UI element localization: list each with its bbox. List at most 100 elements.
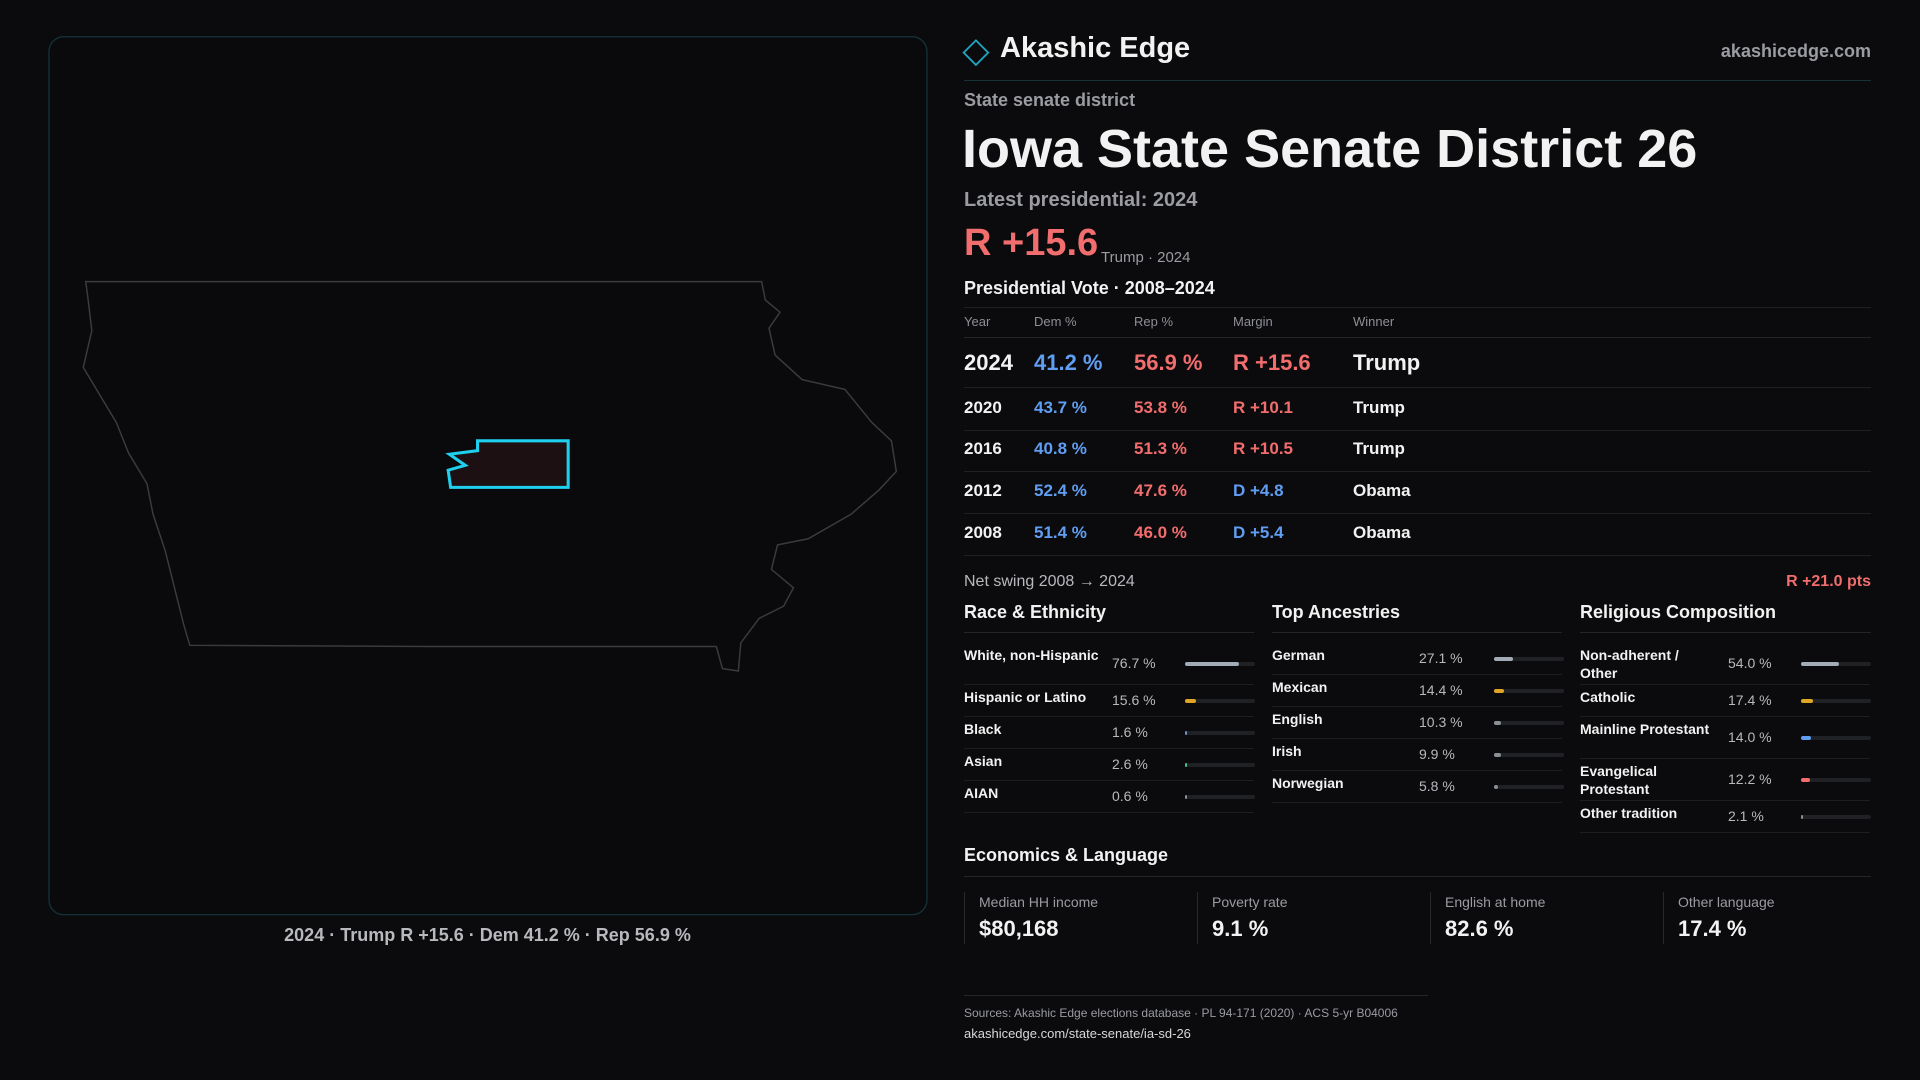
- row-rule: [964, 716, 1254, 717]
- table-cell: 2020: [964, 398, 1002, 417]
- header-rule: [964, 80, 1871, 81]
- row-value: 27.1 %: [1419, 650, 1463, 666]
- row-rule: [1580, 832, 1870, 833]
- bar: [1801, 778, 1810, 782]
- table-cell: 52.4 %: [1034, 481, 1087, 500]
- row-value: 76.7 %: [1112, 655, 1156, 671]
- bar-track: [1185, 731, 1255, 735]
- row-value: 54.0 %: [1728, 655, 1772, 671]
- swing-value: R +21.0 pts: [1786, 573, 1871, 590]
- table-cell: R +15.6: [1233, 350, 1311, 375]
- card-border: [1197, 892, 1198, 944]
- bar: [1494, 657, 1513, 661]
- card-value: $80,168: [979, 916, 1059, 941]
- table-rule: [964, 430, 1871, 431]
- bar: [1801, 699, 1814, 703]
- table-cell: 41.2 %: [1034, 350, 1103, 375]
- kicker: State senate district: [964, 90, 1136, 110]
- row-value: 17.4 %: [1728, 692, 1772, 708]
- row-rule: [1580, 716, 1870, 717]
- bar: [1185, 795, 1187, 799]
- latest: Latest presidential: 2024: [964, 189, 1198, 211]
- row-rule: [1580, 684, 1870, 685]
- bar: [1494, 753, 1501, 757]
- bar: [1185, 731, 1187, 735]
- table-cell: 2012: [964, 481, 1002, 500]
- bar: [1801, 815, 1803, 819]
- row-label: Catholic: [1580, 689, 1636, 705]
- column-header: Rep %: [1134, 314, 1174, 329]
- margin-note: Trump · 2024: [1101, 249, 1191, 266]
- section-title: Religious Composition: [1580, 602, 1776, 622]
- row-rule: [964, 780, 1254, 781]
- table-cell: 51.3 %: [1134, 439, 1187, 458]
- row-value: 12.2 %: [1728, 771, 1772, 787]
- table-cell: 2024: [964, 350, 1013, 375]
- table-cell: 46.0 %: [1134, 523, 1187, 542]
- row-rule: [1272, 770, 1562, 771]
- card-value: 17.4 %: [1678, 916, 1747, 941]
- table-rule: [964, 337, 1871, 338]
- table-cell: 2016: [964, 439, 1002, 458]
- row-value: 14.0 %: [1728, 729, 1772, 745]
- section-title: Economics & Language: [964, 845, 1169, 865]
- bar: [1494, 721, 1502, 725]
- headline-margin: R +15.6: [964, 222, 1099, 264]
- card-value: 9.1 %: [1212, 916, 1269, 941]
- table-cell: 53.8 %: [1134, 398, 1187, 417]
- card-label: Poverty rate: [1212, 894, 1288, 910]
- section-rule: [964, 876, 1871, 877]
- table-rule: [964, 471, 1871, 472]
- bar: [1494, 785, 1499, 789]
- card-label: English at home: [1445, 894, 1546, 910]
- row-value: 15.6 %: [1112, 692, 1156, 708]
- bar: [1185, 763, 1187, 767]
- column-header: Margin: [1233, 314, 1273, 329]
- swing-label: Net swing 2008 → 2024: [964, 573, 1135, 590]
- bar-track: [1801, 815, 1871, 819]
- row-label: Evangelical Protestant: [1580, 763, 1658, 797]
- table-cell: 51.4 %: [1034, 523, 1087, 542]
- footer-sources: Sources: Akashic Edge elections database…: [964, 1006, 1398, 1020]
- row-label: Mainline Protestant: [1580, 721, 1710, 737]
- row-rule: [964, 748, 1254, 749]
- bar-track: [1494, 753, 1564, 757]
- row-value: 2.6 %: [1112, 756, 1148, 772]
- brand-name: Akashic Edge: [1000, 32, 1191, 64]
- section-rule: [1580, 632, 1871, 633]
- table-cell: 2008: [964, 523, 1002, 542]
- row-label: German: [1272, 647, 1325, 663]
- row-rule: [1272, 802, 1562, 803]
- district-shape: [445, 439, 570, 489]
- state-outline: [82, 280, 898, 672]
- bar-track: [1494, 657, 1564, 661]
- row-value: 1.6 %: [1112, 724, 1148, 740]
- row-label: White, non-Hispanic: [964, 647, 1099, 663]
- row-label: English: [1272, 711, 1323, 727]
- table-cell: 47.6 %: [1134, 481, 1187, 500]
- card-label: Median HH income: [979, 894, 1099, 910]
- bar: [1185, 699, 1196, 703]
- table-cell: R +10.5: [1233, 439, 1294, 458]
- row-value: 5.8 %: [1419, 778, 1455, 794]
- table-cell: Trump: [1353, 439, 1405, 458]
- row-rule: [964, 812, 1254, 813]
- row-value: 10.3 %: [1419, 714, 1463, 730]
- section-rule: [964, 632, 1254, 633]
- row-label: Irish: [1272, 743, 1302, 759]
- table-cell: 43.7 %: [1034, 398, 1087, 417]
- bar-track: [1494, 721, 1564, 725]
- table-rule: [964, 307, 1871, 308]
- table-rule: [964, 555, 1871, 556]
- row-rule: [964, 684, 1254, 685]
- bar-track: [1185, 763, 1255, 767]
- map-caption: 2024 · Trump R +15.6 · Dem 41.2 % · Rep …: [284, 925, 691, 945]
- bar-track: [1494, 689, 1564, 693]
- table-cell: Trump: [1353, 350, 1421, 375]
- row-label: AIAN: [964, 785, 999, 801]
- table-cell: 56.9 %: [1134, 350, 1203, 375]
- row-label: Black: [964, 721, 1002, 737]
- card-border: [1430, 892, 1431, 944]
- bar-track: [1801, 699, 1871, 703]
- bar-track: [1185, 699, 1255, 703]
